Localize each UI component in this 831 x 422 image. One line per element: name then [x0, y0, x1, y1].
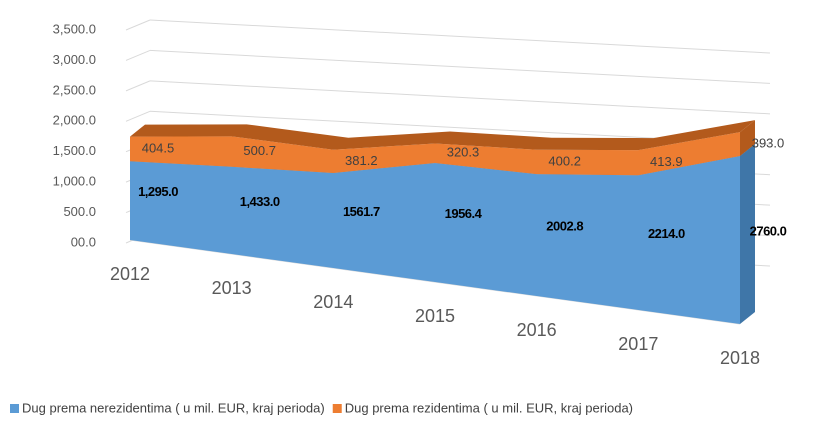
y-tick-label: 00.0	[71, 234, 96, 249]
area-front	[130, 132, 740, 176]
grid-line	[149, 80, 771, 115]
tick-mark	[125, 49, 151, 61]
value-label: 381.2	[345, 153, 378, 168]
y-tick-label: 2,000.0	[53, 113, 96, 128]
value-label: 500.7	[243, 143, 276, 158]
area-top	[130, 120, 755, 151]
legend-swatch	[332, 404, 342, 413]
y-tick-label: 2,500.0	[53, 82, 96, 97]
legend-label: Dug prema nerezidentima ( u mil. EUR, kr…	[22, 400, 325, 415]
value-label: 2760.0	[750, 223, 787, 238]
legend-swatch	[10, 404, 19, 413]
x-tick-label: 2014	[313, 292, 353, 312]
value-label: 2002.8	[546, 218, 583, 233]
legend-label: Dug prema rezidentima ( u mil. EUR, kraj…	[345, 400, 633, 415]
area-front	[130, 156, 740, 324]
grid-line	[149, 49, 771, 84]
value-label: 1561.7	[343, 204, 380, 219]
tick-mark	[125, 80, 151, 92]
x-tick-label: 2012	[110, 264, 150, 284]
y-tick-label: 3,500.0	[53, 21, 96, 36]
x-tick-label: 2015	[415, 306, 455, 326]
y-tick-label: 1,000.0	[53, 174, 96, 189]
area-side	[740, 144, 755, 324]
value-label: 2214.0	[648, 226, 685, 241]
y-tick-label: 500.0	[63, 204, 96, 219]
value-label: 413.9	[650, 154, 683, 169]
value-label: 1956.4	[445, 206, 483, 221]
value-label: 393.0	[752, 136, 785, 151]
y-tick-label: 1,500.0	[53, 143, 96, 158]
tick-mark	[125, 110, 151, 122]
grid-line	[149, 19, 771, 54]
value-label: 1,433.0	[240, 194, 280, 209]
value-label: 404.5	[142, 140, 175, 155]
tick-mark	[125, 19, 151, 31]
x-tick-label: 2016	[517, 320, 557, 340]
x-tick-label: 2018	[720, 348, 760, 368]
value-label: 1,295.0	[138, 184, 178, 199]
value-label: 320.3	[447, 145, 480, 160]
x-tick-label: 2013	[212, 278, 252, 298]
x-tick-label: 2017	[618, 334, 658, 354]
area-side	[740, 120, 755, 157]
value-label: 400.2	[548, 153, 581, 168]
y-tick-label: 3,000.0	[53, 52, 96, 67]
